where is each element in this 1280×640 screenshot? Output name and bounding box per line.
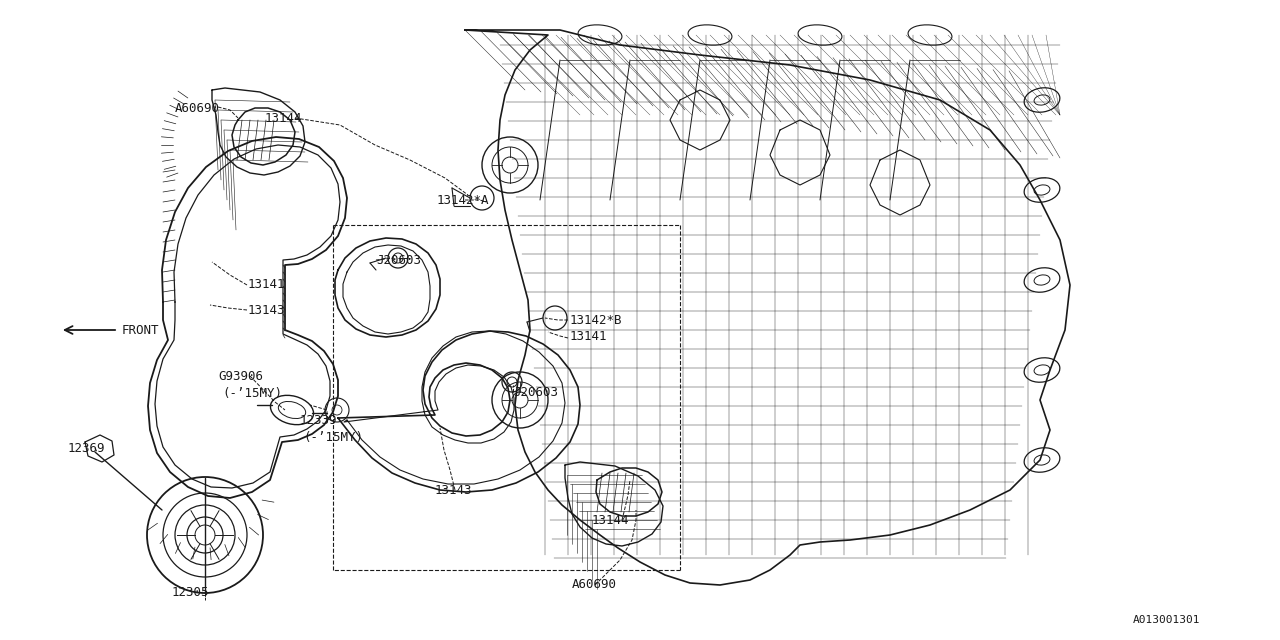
Text: 13142*B: 13142*B — [570, 314, 622, 326]
Text: G93906: G93906 — [218, 369, 262, 383]
Text: 13143: 13143 — [435, 483, 472, 497]
Text: A60690: A60690 — [572, 579, 617, 591]
Text: 12305: 12305 — [172, 586, 210, 598]
Text: (-’15MY): (-’15MY) — [221, 387, 282, 399]
Text: 13141: 13141 — [570, 330, 608, 344]
Text: 13144: 13144 — [265, 111, 302, 125]
Text: FRONT: FRONT — [122, 323, 160, 337]
Text: 13141: 13141 — [248, 278, 285, 291]
Text: 12339: 12339 — [300, 413, 338, 426]
Text: 12369: 12369 — [68, 442, 105, 454]
Text: J20603: J20603 — [376, 253, 421, 266]
Text: J20603: J20603 — [513, 385, 558, 399]
Text: A013001301: A013001301 — [1133, 615, 1201, 625]
Text: (-’15MY): (-’15MY) — [303, 431, 364, 444]
Text: A60690: A60690 — [175, 102, 220, 115]
Text: 13144: 13144 — [591, 513, 630, 527]
Text: 13143: 13143 — [248, 303, 285, 317]
Text: 13142*A: 13142*A — [436, 193, 489, 207]
